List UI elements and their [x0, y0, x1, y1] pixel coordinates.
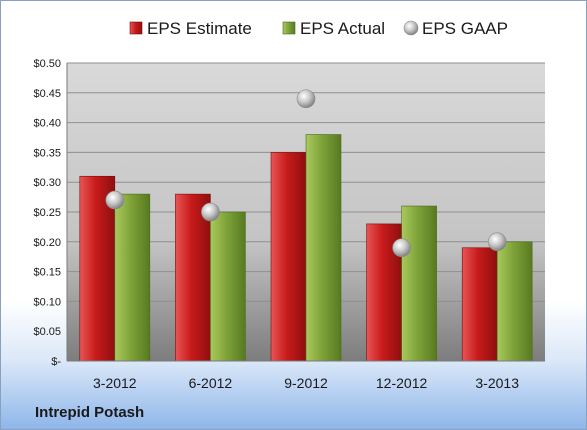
y-tick-label: $0.50 — [33, 58, 61, 70]
y-tick-label: $0.10 — [33, 296, 61, 308]
y-tick-label: $0.45 — [33, 88, 61, 100]
bars — [79, 134, 533, 362]
y-axis: $- $0.05 $0.10 $0.15 $0.20 $0.25 $0.30 $0.35 $0.… — [33, 58, 68, 368]
y-tick-label: $0.35 — [33, 147, 61, 159]
x-tick-label: 6-2012 — [189, 375, 233, 391]
eps-actual-bar — [210, 211, 246, 362]
legend-swatch — [282, 21, 296, 35]
legend-marker — [403, 20, 419, 36]
x-tick-label: 9-2012 — [284, 375, 328, 391]
eps-estimate-bar — [461, 247, 498, 362]
legend-label: EPS Actual — [300, 19, 385, 38]
legend-label: EPS GAAP — [422, 19, 508, 38]
eps-gaap-marker — [105, 190, 125, 210]
x-axis: 3-2012 6-2012 9-2012 12-2012 3-2013 — [67, 360, 545, 391]
y-tick-label: $0.40 — [33, 118, 61, 130]
eps-gaap-marker — [392, 238, 411, 258]
y-tick-label: $0.05 — [33, 326, 61, 338]
gaap-markers — [105, 89, 507, 258]
y-tick-label: $0.30 — [33, 177, 61, 189]
eps-actual-bar — [114, 193, 151, 362]
y-tick-label: $0.20 — [33, 237, 61, 249]
x-tick-label: 3-2013 — [475, 375, 519, 391]
eps-actual-bar — [496, 241, 533, 362]
eps-actual-bar — [305, 134, 342, 362]
legend-label: EPS Estimate — [147, 19, 252, 38]
eps-actual-bar — [401, 205, 437, 362]
eps-estimate-bar — [270, 152, 307, 362]
x-tick-label: 3-2012 — [93, 375, 137, 391]
eps-gaap-marker — [296, 89, 316, 109]
x-tick-label: 12-2012 — [376, 375, 428, 391]
y-tick-label: $0.25 — [33, 207, 61, 219]
eps-gaap-marker — [487, 232, 507, 252]
y-tick-label: $0.15 — [33, 267, 61, 279]
y-tick-label: $- — [51, 356, 61, 368]
eps-estimate-bar — [175, 193, 211, 362]
eps-gaap-marker — [201, 202, 220, 222]
company-name: Intrepid Potash — [35, 404, 145, 421]
legend: EPS Estimate EPS Actual EPS GAAP — [129, 19, 508, 38]
legend-swatch — [129, 21, 143, 35]
